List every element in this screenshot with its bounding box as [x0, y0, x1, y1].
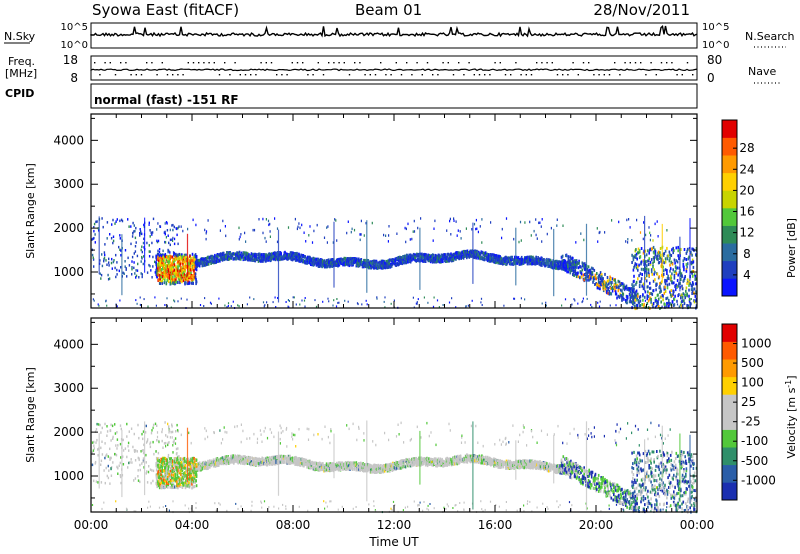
velocity-colorbar: 1000 500 100 25 -25 -100 -500 -1000 Velocity [m …: [721, 323, 799, 501]
nave-tick-bottom: 0: [707, 71, 715, 85]
velocity-colorbar-segment: [722, 447, 737, 466]
xtick-5: 20:00: [579, 518, 614, 532]
power-colorbar-segment: [722, 260, 737, 279]
velocity-cb-tick-3: 25: [741, 395, 756, 409]
xtick-1: 04:00: [175, 518, 210, 532]
velocity-colorbar-segment: [722, 376, 737, 395]
power-colorbar-segment: [722, 120, 737, 138]
freq-line: [90, 68, 698, 72]
velocity-colorbar-segment: [722, 394, 737, 413]
power-colorbar: 4 8 12 16 20 24 28 Power [dB]: [721, 119, 798, 297]
beam-label: Beam 01: [355, 1, 422, 19]
velocity-colorbar-segment: [722, 359, 737, 378]
station-title: Syowa East (fitACF): [92, 1, 239, 19]
freq-tick-top: 18: [63, 53, 78, 67]
power-ytick-1: 2000: [53, 221, 84, 235]
power-panel: 1000 2000 3000 4000 Slant Range [km] 4 8 12 16 20…: [24, 113, 798, 311]
power-colorbar-segment: [722, 155, 737, 174]
nsearch-tick-bottom: 10^0: [702, 40, 729, 51]
xtick-3: 12:00: [377, 518, 412, 532]
velocity-cb-label: Velocity [m s-1]: [784, 375, 799, 458]
velocity-ytick-2: 3000: [53, 381, 84, 395]
velocity-cb-tick-2: 100: [741, 376, 764, 390]
freq-label: Freq.: [8, 55, 35, 68]
power-colorbar-segment: [722, 225, 737, 244]
power-cb-tick-0: 4: [743, 268, 751, 282]
velocity-cb-tick-5: -100: [741, 434, 768, 448]
velocity-ytick-0: 1000: [53, 469, 84, 483]
cpid-strip: [90, 83, 698, 109]
velocity-ytick-1: 2000: [53, 425, 84, 439]
velocity-colorbar-segment: [722, 464, 737, 483]
velocity-colorbar-segment: [722, 341, 737, 360]
xtick-4: 16:00: [478, 518, 513, 532]
velocity-colorbar-segment: [722, 429, 737, 448]
power-colorbar-segment: [722, 190, 737, 209]
date-label: 28/Nov/2011: [593, 1, 690, 19]
velocity-colorbar-segment: [722, 412, 737, 430]
power-colorbar-segment: [722, 243, 737, 262]
velocity-colorbar-segment: [722, 482, 737, 501]
xtick-6: 00:00: [680, 518, 715, 532]
nsearch-tick-top: 10^5: [702, 22, 729, 33]
power-colorbar-segment: [722, 172, 737, 191]
xtick-2: 08:00: [276, 518, 311, 532]
power-cb-label: Power [dB]: [785, 218, 798, 278]
velocity-cb-tick-0: 1000: [741, 337, 772, 351]
velocity-ylabel: Slant Range [km]: [24, 367, 37, 463]
velocity-cb-tick-6: -500: [741, 454, 768, 468]
power-cb-tick-1: 8: [743, 247, 751, 261]
power-ytick-0: 1000: [53, 265, 84, 279]
power-ytick-2: 3000: [53, 177, 84, 191]
nave-label: Nave: [748, 65, 776, 78]
nsky-tick-top: 10^5: [61, 22, 88, 33]
power-cb-tick-4: 20: [739, 183, 754, 197]
cpid-label: CPID: [5, 87, 34, 100]
velocity-cb-tick-1: 500: [741, 356, 764, 370]
power-cb-tick-3: 16: [739, 205, 754, 219]
nave-dots: [94, 62, 694, 76]
nsky-label: N.Sky: [4, 30, 36, 43]
power-ytick-3: 4000: [53, 133, 84, 147]
power-colorbar-segment: [722, 208, 737, 226]
power-cb-tick-6: 28: [739, 141, 754, 155]
freq-strip: [90, 55, 698, 81]
nsky-tick-bottom: 10^0: [61, 40, 88, 51]
freq-unit: [MHz]: [5, 67, 37, 80]
velocity-cb-tick-4: -25: [741, 415, 761, 429]
power-colorbar-segment: [722, 278, 737, 297]
velocity-colorbar-segment: [722, 324, 737, 342]
power-colorbar-segment: [722, 137, 737, 156]
freq-tick-bottom: 8: [70, 71, 78, 85]
power-cb-tick-5: 24: [739, 162, 754, 176]
x-axis-title: Time UT: [368, 535, 419, 549]
xtick-0: 00:00: [74, 518, 109, 532]
power-echo-cells: [91, 215, 698, 311]
power-ylabel: Slant Range [km]: [24, 163, 37, 259]
velocity-echo-cells: [91, 420, 698, 514]
power-cb-tick-2: 12: [739, 226, 754, 240]
nsearch-label: N.Search: [745, 30, 795, 43]
velocity-ytick-3: 4000: [53, 337, 84, 351]
cpid-text: normal (fast) -151 RF: [94, 93, 239, 107]
velocity-cb-tick-7: -1000: [741, 473, 776, 487]
nsky-line: [90, 24, 698, 38]
nave-tick-top: 80: [707, 53, 722, 67]
